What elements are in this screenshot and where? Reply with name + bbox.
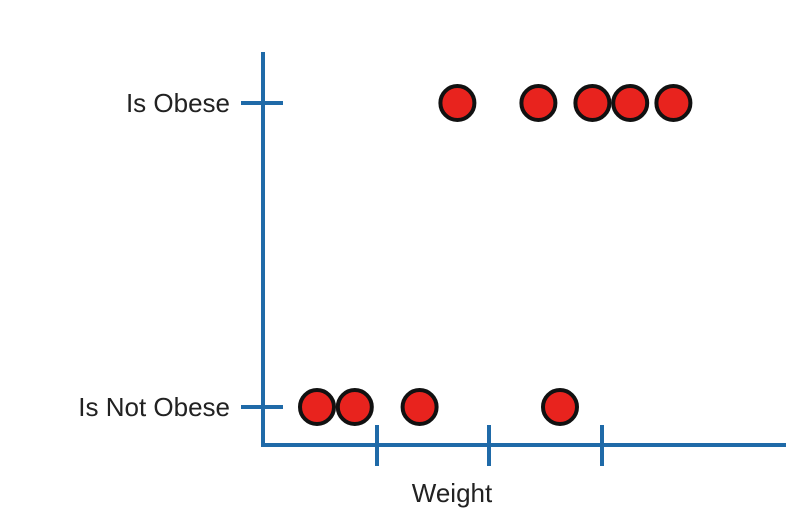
data-point bbox=[400, 388, 439, 426]
x-axis-ticks bbox=[375, 425, 604, 466]
data-points bbox=[298, 84, 693, 426]
data-point bbox=[438, 84, 477, 122]
data-point bbox=[519, 84, 558, 122]
data-point bbox=[573, 84, 612, 122]
data-point bbox=[654, 84, 693, 122]
data-point bbox=[611, 84, 650, 122]
y-tick-label: Is Not Obese bbox=[78, 392, 230, 422]
y-axis-ticks: Is Not Obese Is Obese bbox=[78, 88, 283, 422]
x-axis-title: Weight bbox=[412, 478, 493, 508]
data-point bbox=[541, 388, 579, 426]
data-point bbox=[335, 388, 374, 426]
data-point bbox=[298, 388, 336, 426]
axes bbox=[261, 52, 786, 447]
y-tick-label: Is Obese bbox=[126, 88, 230, 118]
